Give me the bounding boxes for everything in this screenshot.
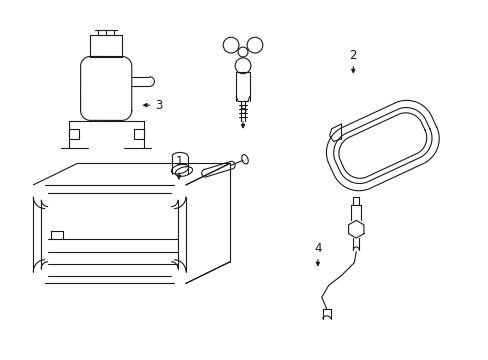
Text: 1: 1 <box>175 155 183 168</box>
Text: 3: 3 <box>155 99 163 112</box>
Text: 5: 5 <box>239 104 246 117</box>
Text: 2: 2 <box>349 49 356 62</box>
Text: 4: 4 <box>313 242 321 255</box>
